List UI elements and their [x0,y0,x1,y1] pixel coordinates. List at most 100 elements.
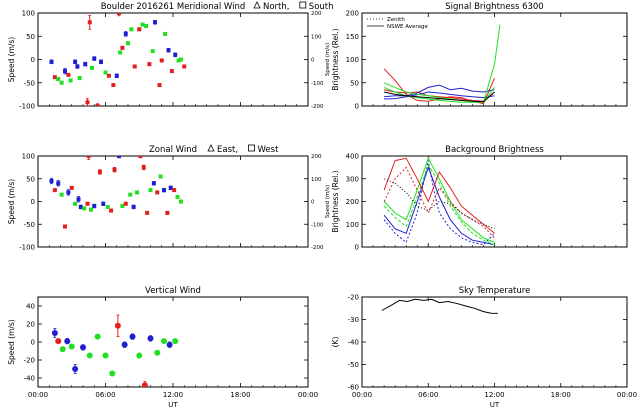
data-point [92,204,97,209]
data-point [68,78,73,83]
y2-tick-label: 100 [311,34,322,40]
data-point [120,204,125,209]
plot-area [381,298,498,314]
data-point [162,188,166,193]
y2-tick-label: 200 [311,11,322,17]
legend-label: East, [217,145,238,155]
legend-label: Zenith [387,17,405,23]
y2-tick-label: -100 [311,81,324,87]
data-point [112,167,117,172]
data-point [99,59,103,64]
series-line [383,157,495,234]
data-point [123,31,128,36]
y-axis-label: Speed (m/s) [7,37,16,83]
data-point [80,344,86,351]
y-tick-label: 100 [22,10,35,18]
chart-title: Vertical Wind [145,286,201,296]
data-point [136,352,143,359]
series-line [383,166,495,239]
y-tick-label: 50 [350,79,359,87]
data-point [157,83,162,88]
plot-area [383,24,501,105]
y-tick-label: -20 [24,357,35,365]
data-point [129,333,136,340]
legend-triangle-marker [253,1,261,9]
y2-tick-label: 0 [311,200,315,206]
y-tick-label: -50 [24,79,35,87]
data-point [114,73,119,78]
y-tick-label: -100 [19,103,35,111]
chart-title: Background Brightness [445,145,544,155]
y2-tick-label: 100 [311,177,322,183]
data-point [172,188,177,193]
data-point [101,201,106,206]
data-point [175,194,180,199]
data-point [129,27,134,32]
y-axis-label: Speed (m/s) [7,319,16,365]
data-point [95,104,100,106]
legend-label: South [309,2,334,12]
y-tick-label: 40 [26,303,35,311]
data-point [97,169,102,174]
y-tick-label: 0 [355,103,359,111]
data-point [103,70,108,75]
y-tick-label: 300 [346,175,359,183]
data-point [73,201,78,206]
data-point [83,62,88,67]
y-axis-label: Brightness (Rel.) [331,170,340,232]
series-line [383,24,501,103]
data-point [55,338,62,345]
data-point [56,77,61,82]
data-point [126,41,130,46]
data-point [92,56,97,61]
data-point [178,57,183,62]
data-point [137,27,142,32]
y-tick-label: -20 [348,294,359,302]
data-point [85,201,90,206]
series-line [381,298,498,314]
plot-frame [37,12,309,107]
y-tick-label: 50 [26,33,35,41]
data-point [109,208,114,213]
y-tick-label: 0 [355,244,359,252]
y2-axis-label: Speed (m/s) [325,43,331,76]
y-tick-label: 200 [346,198,359,206]
panel-zonal: Zonal Wind East, West 100 50 0 -50 -100 200 100 0 -… [7,144,331,252]
y2-axis-label: Speed (m/s) [325,185,331,218]
y-tick-label: 400 [346,153,359,161]
data-point [153,20,157,25]
data-point [169,69,174,74]
y-tick-label: 0 [31,339,35,347]
data-point [109,370,116,377]
data-point [182,64,187,69]
series-line [383,178,495,230]
data-point [59,346,66,353]
data-point [106,73,111,78]
data-point [172,338,179,345]
y-axis-label: (K) [331,337,340,348]
data-point [68,343,75,350]
data-point [141,382,148,387]
x-axis-label: UT [168,401,178,409]
y2-tick-label: 0 [311,58,315,64]
x-tick-label: 06:00 [418,391,438,399]
y-tick-label: 200 [346,10,359,18]
data-point [86,156,91,158]
data-point [138,156,143,158]
data-point [147,62,152,67]
plot-area [383,157,498,247]
x-tick-label: 00:00 [617,391,637,399]
series-line [384,91,495,100]
data-point [140,22,145,27]
data-point [66,72,71,77]
data-point [168,185,173,190]
y-axis-label: Speed (m/s) [7,179,16,225]
data-point [173,52,178,57]
x-tick-label: 12:00 [163,391,183,399]
data-point [147,335,154,342]
data-point [121,341,128,348]
data-point [150,49,155,54]
data-point [82,206,87,211]
chart-title: Zonal Wind [149,145,197,155]
legend-triangle-marker [207,144,215,152]
